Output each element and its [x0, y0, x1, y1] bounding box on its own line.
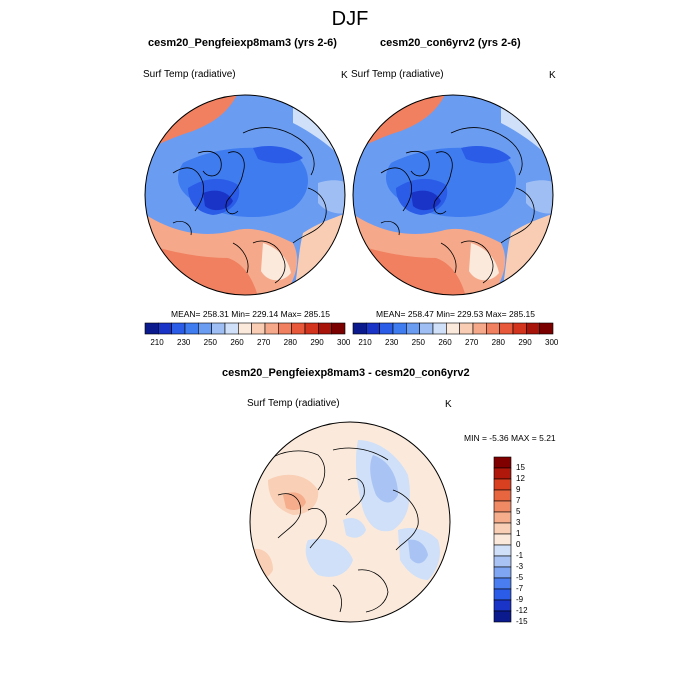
colorbar-tick-label: -12	[516, 606, 528, 615]
panel-2-units-label: K	[549, 70, 556, 81]
colorbar-swatch	[493, 478, 512, 491]
colorbar-tick-label: 270	[465, 338, 479, 347]
colorbar-swatch	[291, 322, 306, 335]
colorbar-swatch	[304, 322, 319, 335]
colorbar-tick-label: 210	[358, 338, 372, 347]
colorbar-tick-label: 270	[257, 338, 271, 347]
colorbar-swatch	[446, 322, 460, 335]
colorbar-swatch	[472, 322, 487, 335]
colorbar-swatch	[493, 566, 512, 579]
colorbar-swatch	[211, 322, 226, 335]
colorbar-tick-label: -15	[516, 617, 528, 626]
panel-2-colorbar	[352, 322, 554, 335]
colorbar-swatch	[264, 322, 279, 335]
colorbar-tick-label: 9	[516, 485, 521, 494]
colorbar-tick-label: -7	[516, 584, 524, 593]
panel-1-units-label: K	[341, 70, 348, 81]
colorbar-tick-label: 210	[150, 338, 164, 347]
panel-2-variable-label: Surf Temp (radiative)	[351, 69, 444, 80]
colorbar-swatch	[493, 511, 512, 524]
page-title: DJF	[331, 8, 369, 30]
colorbar-swatch	[493, 500, 512, 513]
colorbar-swatch	[493, 577, 512, 590]
colorbar-swatch	[493, 610, 512, 623]
colorbar-tick-label: 300	[337, 338, 351, 347]
colorbar-swatch	[278, 322, 292, 335]
panel-2-title: cesm20_con6yrv2 (yrs 2-6)	[380, 37, 521, 49]
panel-1-stats: MEAN= 258.31 Min= 229.14 Max= 285.15	[171, 309, 331, 319]
colorbar-swatch	[331, 322, 346, 335]
colorbar-swatch	[493, 467, 512, 480]
colorbar-swatch	[486, 322, 500, 335]
colorbar-tick-label: 280	[491, 338, 506, 347]
colorbar-swatch	[493, 544, 512, 557]
diff-panel-title: cesm20_Pengfeiexp8mam3 - cesm20_con6yrv2	[222, 367, 470, 379]
colorbar-swatch	[238, 322, 252, 335]
colorbar-swatch	[512, 322, 527, 335]
colorbar-swatch	[526, 322, 540, 335]
diff-panel-stats: MIN = -5.36 MAX = 5.21	[464, 433, 556, 443]
colorbar-tick-label: 250	[411, 338, 426, 347]
colorbar-tick-label: 0	[516, 540, 521, 549]
colorbar-swatch	[379, 322, 394, 335]
panel-1-title: cesm20_Pengfeiexp8mam3 (yrs 2-6)	[148, 37, 337, 49]
panel-2-stats: MEAN= 258.47 Min= 229.53 Max= 285.15	[376, 309, 536, 319]
colorbar-swatch	[144, 322, 159, 335]
colorbar-tick-label: 3	[516, 518, 521, 527]
colorbar-swatch	[318, 322, 332, 335]
colorbar-tick-label: 15	[516, 463, 525, 472]
diff-panel-polar-map	[249, 421, 451, 623]
colorbar-tick-label: 290	[518, 338, 532, 347]
colorbar-swatch	[419, 322, 434, 335]
colorbar-tick-label: 5	[516, 507, 521, 516]
diff-panel-colorbar	[493, 456, 512, 623]
colorbar-swatch	[499, 322, 514, 335]
colorbar-tick-label: 7	[516, 496, 521, 505]
panel-2-polar-map	[352, 94, 554, 296]
colorbar-tick-label: 260	[438, 338, 452, 347]
colorbar-swatch	[493, 522, 512, 535]
colorbar-swatch	[352, 322, 367, 335]
panel-1-variable-label: Surf Temp (radiative)	[143, 69, 236, 80]
colorbar-tick-label: -9	[516, 595, 524, 604]
colorbar-swatch	[392, 322, 407, 335]
colorbar-swatch	[224, 322, 239, 335]
colorbar-tick-label: 300	[545, 338, 559, 347]
colorbar-swatch	[171, 322, 186, 335]
diff-panel-units-label: K	[445, 399, 452, 410]
colorbar-swatch	[432, 322, 447, 335]
colorbar-swatch	[493, 489, 512, 502]
colorbar-tick-label: 1	[516, 529, 521, 538]
colorbar-tick-label: -5	[516, 573, 524, 582]
colorbar-swatch	[493, 588, 512, 601]
colorbar-swatch	[184, 322, 199, 335]
colorbar-swatch	[493, 599, 512, 612]
colorbar-tick-label: -1	[516, 551, 524, 560]
diff-panel-variable-label: Surf Temp (radiative)	[247, 398, 340, 409]
colorbar-tick-label: 290	[310, 338, 324, 347]
panel-1-polar-map	[144, 94, 346, 296]
colorbar-tick-label: 12	[516, 474, 525, 483]
colorbar-swatch	[251, 322, 266, 335]
colorbar-tick-label: 250	[203, 338, 218, 347]
colorbar-swatch	[493, 456, 512, 469]
colorbar-tick-label: 230	[385, 338, 399, 347]
colorbar-swatch	[158, 322, 172, 335]
colorbar-tick-label: 230	[177, 338, 191, 347]
colorbar-swatch	[493, 533, 512, 546]
colorbar-swatch	[539, 322, 554, 335]
panel-1-colorbar	[144, 322, 346, 335]
colorbar-swatch	[198, 322, 212, 335]
colorbar-swatch	[493, 555, 512, 568]
colorbar-swatch	[366, 322, 380, 335]
colorbar-tick-label: -3	[516, 562, 524, 571]
colorbar-swatch	[459, 322, 474, 335]
colorbar-tick-label: 280	[283, 338, 298, 347]
colorbar-tick-label: 260	[230, 338, 244, 347]
colorbar-swatch	[406, 322, 420, 335]
